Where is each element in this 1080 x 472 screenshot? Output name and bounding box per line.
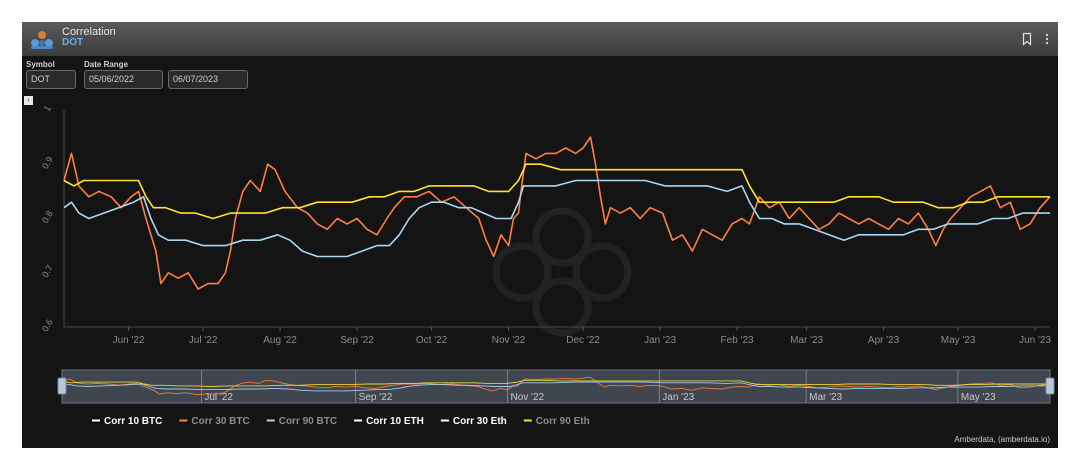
legend-label: Corr 90 BTC	[279, 416, 337, 427]
navigator-tick-label: May '23	[961, 392, 996, 403]
correlation-widget: Correlation DOT Symbol Date Range DOT 05…	[22, 22, 1058, 448]
y-axis: 0.6 0.7 0.8 0.9 1	[40, 104, 65, 334]
navigator-series-line-1	[61, 376, 1051, 396]
plot-series	[63, 136, 1051, 290]
y-tick-label: 0.6	[40, 318, 55, 334]
navigator-series-line-2	[61, 381, 1050, 392]
navigator-tick-label: Nov '22	[510, 392, 544, 403]
widget-subtitle: DOT	[62, 37, 84, 48]
legend-item-1[interactable]: Corr 30 BTC	[179, 416, 250, 427]
navigator-tick-label: Sep '22	[359, 392, 393, 403]
watermark-logo	[492, 207, 632, 337]
symbol-label: Symbol	[26, 60, 55, 69]
legend-label: Corr 30 Eth	[453, 416, 507, 427]
y-tick-label: 0.8	[40, 209, 55, 225]
legend: Corr 10 BTC Corr 30 BTC Corr 90 BTC Corr 10…	[92, 416, 590, 427]
y-tick-label: 0.7	[40, 263, 55, 279]
amberdata-logo-icon	[31, 31, 53, 49]
legend-item-4[interactable]: Corr 30 Eth	[440, 416, 507, 427]
y-tick-label: 1	[42, 104, 53, 113]
legend-label: Corr 30 BTC	[191, 416, 249, 427]
x-tick-label: Oct '22	[416, 335, 448, 346]
symbol-input[interactable]: DOT	[26, 70, 76, 89]
x-tick-label: Sep '22	[340, 335, 374, 346]
y-tick-label: 0.9	[40, 155, 55, 171]
navigator[interactable]: Jul '22 Sep '22 Nov '22 Jan '23 Mar '23 May '…	[57, 369, 1055, 404]
navigator-handle-right[interactable]	[1045, 377, 1055, 395]
navigator-handle-left[interactable]	[57, 377, 67, 395]
start-date-input[interactable]: 05/06/2022	[84, 70, 163, 89]
navigator-tick-label: Jul '22	[204, 392, 233, 403]
series-line-2	[63, 179, 1050, 258]
x-axis: Jun '22 Jul '22 Aug '22 Sep '22 Oct '22 Nov '…	[64, 326, 1052, 346]
legend-label: Corr 90 Eth	[536, 416, 590, 427]
legend-item-2[interactable]: Corr 90 BTC	[266, 416, 337, 427]
x-tick-label: Jun '23	[1019, 335, 1051, 346]
navigator-tick-label: Jan '23	[662, 392, 694, 403]
x-tick-label: Aug '22	[263, 335, 297, 346]
series-line-1	[63, 136, 1051, 290]
navigator-series-line-5	[61, 379, 1050, 387]
legend-item-0[interactable]: Corr 10 BTC	[92, 416, 162, 427]
widget-title: Correlation	[62, 26, 116, 38]
x-tick-label: Dec '22	[566, 335, 600, 346]
date-range-label: Date Range	[84, 60, 129, 69]
correlation-chart: 0.6 0.7 0.8 0.9 1 Jun '22 Jul '22 Aug '22 Sep '…	[40, 104, 1055, 427]
credit-text: Amberdata, (amberdata.io)	[954, 435, 1050, 444]
x-tick-label: May '23	[941, 335, 976, 346]
widget-header: Correlation DOT	[22, 22, 1058, 56]
x-tick-label: Jul '22	[189, 335, 218, 346]
series-line-5	[63, 163, 1050, 220]
expand-icon[interactable]: ›	[24, 96, 33, 105]
legend-label: Corr 10 BTC	[104, 416, 162, 427]
x-tick-label: Apr '23	[868, 335, 900, 346]
x-tick-label: Jun '22	[113, 335, 145, 346]
navigator-tick-label: Mar '23	[809, 392, 842, 403]
bookmark-icon[interactable]	[1020, 32, 1034, 46]
more-vertical-icon[interactable]	[1040, 32, 1054, 46]
x-tick-label: Jan '23	[644, 335, 676, 346]
legend-item-3[interactable]: Corr 10 ETH	[354, 416, 424, 427]
x-tick-label: Mar '23	[790, 335, 823, 346]
x-tick-label: Feb '23	[721, 335, 754, 346]
end-date-input[interactable]: 06/07/2023	[168, 70, 248, 89]
x-tick-label: Nov '22	[492, 335, 526, 346]
legend-label: Corr 10 ETH	[366, 416, 424, 427]
legend-item-5[interactable]: Corr 90 Eth	[523, 416, 590, 427]
